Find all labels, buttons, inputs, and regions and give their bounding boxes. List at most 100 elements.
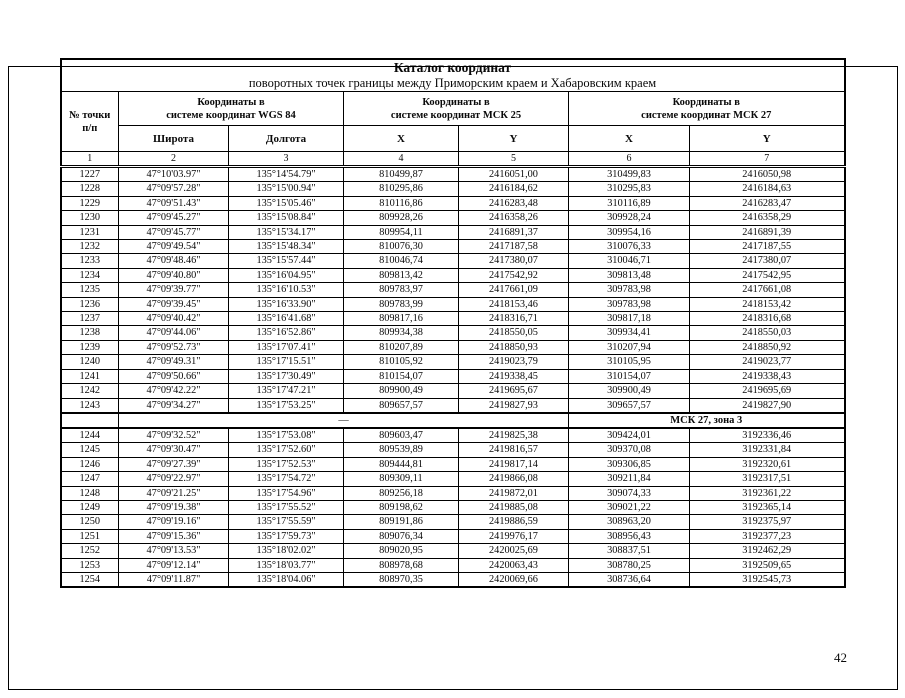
table-row: 1247 47°09'22.97" 135°17'54.72" 809309,11 24… bbox=[60, 471, 845, 487]
table-cell: 2418153,42 bbox=[689, 296, 845, 313]
table-cell: 3192361,22 bbox=[689, 485, 845, 501]
table-cell: 1228 bbox=[60, 181, 119, 197]
header-group-msk25-line2: системе координат МСК 25 bbox=[390, 109, 522, 121]
table-cell: 809198,62 bbox=[343, 499, 459, 516]
table-cell: 47°09'15.36" bbox=[118, 528, 229, 545]
table-cell: 2418550,05 bbox=[458, 325, 569, 341]
table-cell: 2419338,43 bbox=[689, 368, 845, 385]
table-cell: 1254 bbox=[60, 571, 119, 588]
table-cell: 135°16'33.90" bbox=[228, 296, 344, 313]
table-row: 1230 47°09'45.27" 135°15'08.84" 809928,26 24… bbox=[60, 210, 845, 226]
table-row: 1248 47°09'21.25" 135°17'54.96" 809256,18 24… bbox=[60, 485, 845, 501]
table-cell: 310207,94 bbox=[568, 339, 690, 356]
table-row: 1246 47°09'27.39" 135°17'52.53" 809444,81 24… bbox=[60, 456, 845, 473]
table-cell: 2416358,29 bbox=[689, 210, 845, 226]
table-cell: 135°17'52.60" bbox=[228, 442, 344, 458]
header-group-msk27-line2: системе координат МСК 27 bbox=[641, 109, 772, 121]
table-cell: 3192317,51 bbox=[689, 471, 845, 487]
table-cell: 47°09'48.46" bbox=[118, 253, 229, 269]
table-cell: 2418850,93 bbox=[458, 339, 569, 356]
header-y-msk27: Y bbox=[689, 125, 845, 152]
table-row: 1233 47°09'48.46" 135°15'57.44" 810046,74 24… bbox=[60, 253, 845, 269]
table-cell: 809539,89 bbox=[343, 442, 459, 458]
table-cell: 135°17'54.72" bbox=[228, 471, 344, 487]
table-cell: 309928,24 bbox=[568, 210, 690, 226]
table-cell: 309813,48 bbox=[568, 267, 690, 284]
table-cell: 1231 bbox=[60, 224, 119, 241]
table-cell: 47°09'50.66" bbox=[118, 368, 229, 385]
table-cell: 2417542,92 bbox=[458, 267, 569, 284]
table-cell: 135°15'08.84" bbox=[228, 210, 344, 226]
table-cell: 1229 bbox=[60, 195, 119, 212]
table-cell: 47°09'11.87" bbox=[118, 571, 229, 588]
table-cell: 47°09'40.80" bbox=[118, 267, 229, 284]
column-numbers-row: 1 2 3 4 5 6 7 bbox=[60, 151, 845, 168]
table-cell: 2417187,55 bbox=[689, 239, 845, 255]
header-group-msk27-line1: Координаты в bbox=[672, 96, 740, 108]
table-cell: 47°09'57.28" bbox=[118, 181, 229, 197]
header-group-msk27: Координаты в системе координат МСК 27 bbox=[568, 91, 845, 126]
table-cell: 809928,26 bbox=[343, 210, 459, 226]
table-row: 1234 47°09'40.80" 135°16'04.95" 809813,42 24… bbox=[60, 267, 845, 284]
table-row: 1236 47°09'39.45" 135°16'33.90" 809783,99 24… bbox=[60, 296, 845, 313]
table-cell: 809444,81 bbox=[343, 456, 459, 473]
table-cell: 1252 bbox=[60, 543, 119, 559]
table-row: 1245 47°09'30.47" 135°17'52.60" 809539,89 24… bbox=[60, 442, 845, 458]
table-cell: 809783,99 bbox=[343, 296, 459, 313]
table-cell: 47°09'27.39" bbox=[118, 456, 229, 473]
table-cell: 2416891,39 bbox=[689, 224, 845, 241]
table-row: 1253 47°09'12.14" 135°18'03.77" 808978,68 24… bbox=[60, 557, 845, 573]
table-cell: 135°18'03.77" bbox=[228, 557, 344, 573]
table-cell: 1245 bbox=[60, 442, 119, 458]
table-cell: 2419023,77 bbox=[689, 354, 845, 370]
table-row: 1229 47°09'51.43" 135°15'05.46" 810116,86 24… bbox=[60, 195, 845, 212]
table-cell: 308963,20 bbox=[568, 514, 690, 530]
table-cell: 135°14'54.79" bbox=[228, 165, 344, 183]
table-cell: 3192377,23 bbox=[689, 528, 845, 545]
table-cell: 2418316,68 bbox=[689, 311, 845, 327]
column-group-row: № точки п/п Координаты в системе координ… bbox=[60, 91, 845, 152]
table-cell: 809954,11 bbox=[343, 224, 459, 241]
table-cell: 135°18'02.02" bbox=[228, 543, 344, 559]
table-cell: 135°15'05.46" bbox=[228, 195, 344, 212]
table-cell: 808970,35 bbox=[343, 571, 459, 588]
header-point-line1: № точки bbox=[69, 109, 111, 121]
table-cell: 3192462,29 bbox=[689, 543, 845, 559]
table-cell: 810295,86 bbox=[343, 181, 459, 197]
table-row: 1252 47°09'13.53" 135°18'02.02" 809020,95 24… bbox=[60, 543, 845, 559]
table-cell: 310046,71 bbox=[568, 253, 690, 269]
table-row: 1251 47°09'15.36" 135°17'59.73" 809076,34 24… bbox=[60, 528, 845, 545]
table-cell: 2417661,09 bbox=[458, 282, 569, 298]
table-cell: 809900,49 bbox=[343, 383, 459, 399]
zone-separator-row: — МСК 27, зона 3 bbox=[60, 411, 845, 429]
table-row: 1254 47°09'11.87" 135°18'04.06" 808970,35 24… bbox=[60, 571, 845, 588]
table-cell: 135°15'34.17" bbox=[228, 224, 344, 241]
page-frame bbox=[8, 66, 898, 690]
table-cell: 2419872,01 bbox=[458, 485, 569, 501]
table-cell: 2419695,69 bbox=[689, 383, 845, 399]
header-group-msk25-line1: Координаты в bbox=[422, 96, 490, 108]
table-cell: 808978,68 bbox=[343, 557, 459, 573]
table-cell: 1232 bbox=[60, 239, 119, 255]
table-cell: 1237 bbox=[60, 311, 119, 327]
table-cell: 310105,95 bbox=[568, 354, 690, 370]
table-cell: 2419817,14 bbox=[458, 456, 569, 473]
table-cell: 1251 bbox=[60, 528, 119, 545]
table-cell: 2416891,37 bbox=[458, 224, 569, 241]
table-row: 1231 47°09'45.77" 135°15'34.17" 809954,11 24… bbox=[60, 224, 845, 241]
table-row: 1232 47°09'49.54" 135°15'48.34" 810076,30 24… bbox=[60, 239, 845, 255]
table-cell: 2418850,92 bbox=[689, 339, 845, 356]
table-cell: 2416283,47 bbox=[689, 195, 845, 212]
table-cell: 3192365,14 bbox=[689, 499, 845, 516]
table-cell: 308780,25 bbox=[568, 557, 690, 573]
zone-label: МСК 27, зона 3 bbox=[568, 411, 845, 429]
header-group-msk25: Координаты в системе координат МСК 25 bbox=[343, 91, 569, 126]
table-row: 1239 47°09'52.73" 135°17'07.41" 810207,89 24… bbox=[60, 339, 845, 356]
table-row: 1237 47°09'40.42" 135°16'41.68" 809817,16 24… bbox=[60, 311, 845, 327]
header-x-msk27: X bbox=[568, 125, 690, 152]
table-row: 1240 47°09'49.31" 135°17'15.51" 810105,92 24… bbox=[60, 354, 845, 370]
rows-zone1: 1227 47°10'03.97" 135°14'54.79" 810499,87 24… bbox=[60, 165, 845, 414]
header-group-wgs84-line1: Координаты в bbox=[197, 96, 265, 108]
table-cell: 309900,49 bbox=[568, 383, 690, 399]
zone-separator: — МСК 27, зона 3 bbox=[60, 411, 845, 429]
